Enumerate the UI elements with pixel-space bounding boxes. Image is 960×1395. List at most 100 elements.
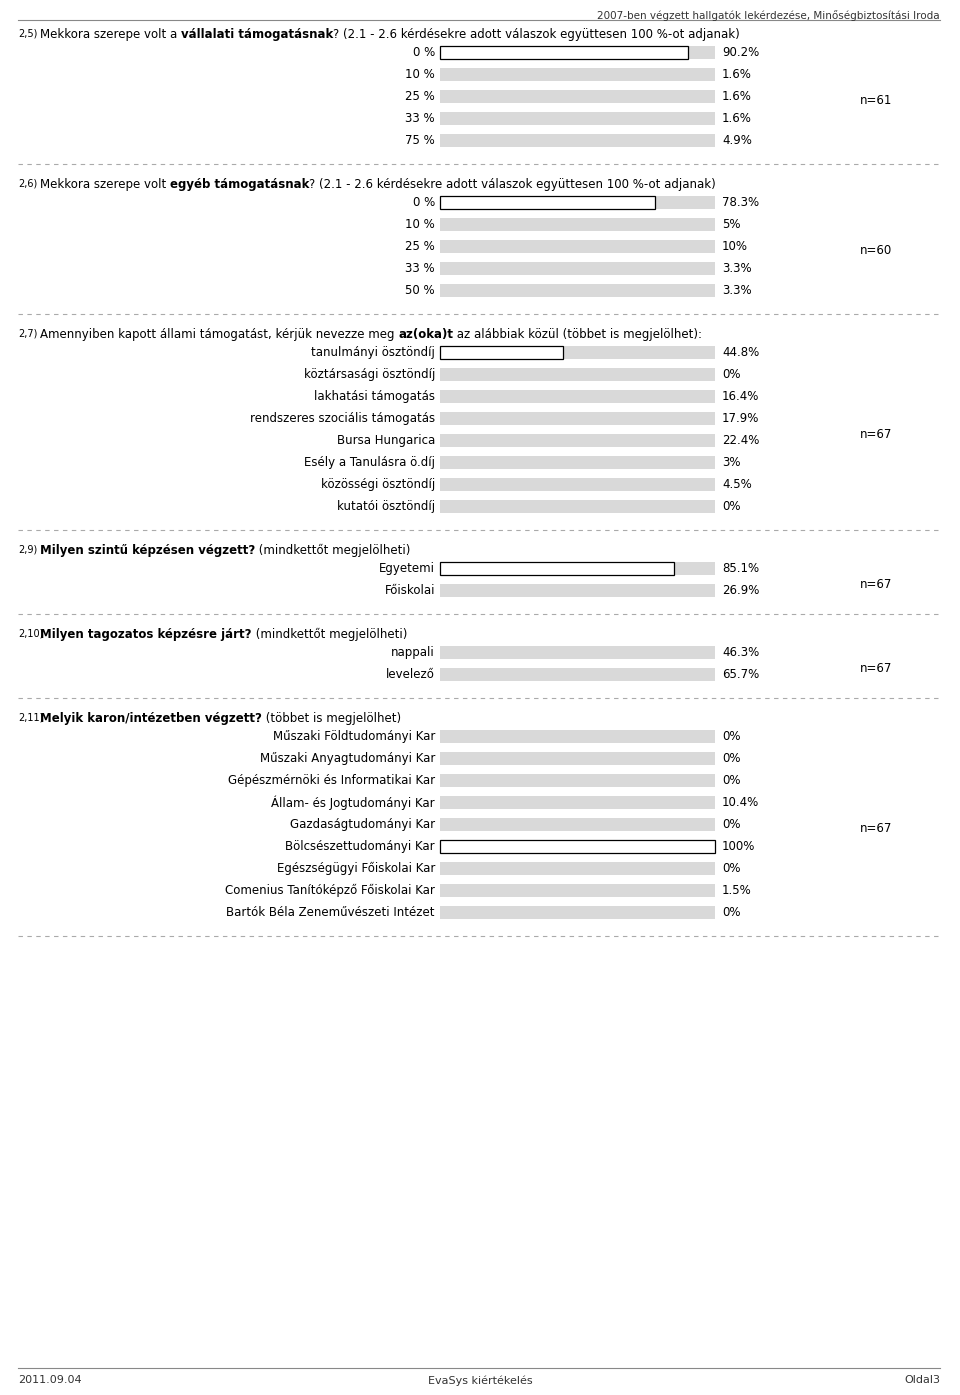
Bar [440,218,715,232]
Text: 78.3%: 78.3% [722,197,759,209]
Text: n=67: n=67 [860,578,893,590]
Text: 0%: 0% [722,499,740,513]
Text: 10.4%: 10.4% [722,797,759,809]
Bar [440,905,715,919]
Bar [440,391,715,403]
Bar [440,668,715,681]
Text: 10 %: 10 % [405,68,435,81]
Text: 2,7): 2,7) [18,329,37,339]
Bar [440,197,656,209]
Bar [440,884,715,897]
Text: nappali: nappali [392,646,435,658]
Bar [440,368,715,381]
Text: 0%: 0% [722,817,740,831]
Bar [440,197,715,209]
Text: 17.9%: 17.9% [722,412,759,425]
Bar [440,346,564,359]
Bar [440,434,715,446]
Text: 4.5%: 4.5% [722,478,752,491]
Text: Bölcsészettudományi Kar: Bölcsészettudományi Kar [285,840,435,852]
Text: 1.6%: 1.6% [722,68,752,81]
Text: Bartók Béla Zeneművészeti Intézet: Bartók Béla Zeneművészeti Intézet [227,905,435,919]
Text: Comenius Tanítóképző Főiskolai Kar: Comenius Tanítóképző Főiskolai Kar [226,884,435,897]
Text: 2,6): 2,6) [18,179,37,188]
Text: lakhatási támogatás: lakhatási támogatás [314,391,435,403]
Text: Milyen szintű képzésen végzett?: Milyen szintű képzésen végzett? [40,544,255,557]
Text: (mindkettőt megjelölheti): (mindkettőt megjelölheti) [255,544,411,557]
Bar [440,840,715,852]
Bar [440,46,688,59]
Bar [440,840,715,852]
Text: 50 %: 50 % [405,285,435,297]
Bar [440,752,715,764]
Text: 10 %: 10 % [405,218,435,232]
Text: levelező: levelező [386,668,435,681]
Text: n=67: n=67 [860,661,893,675]
Bar [440,562,715,575]
Text: 0 %: 0 % [413,197,435,209]
Text: 90.2%: 90.2% [722,46,759,59]
Text: 25 %: 25 % [405,240,435,252]
Text: 33 %: 33 % [405,262,435,275]
Bar [440,46,715,59]
Bar [440,68,715,81]
Bar [440,499,715,513]
Text: 0%: 0% [722,862,740,875]
Text: Gazdaságtudományi Kar: Gazdaságtudományi Kar [290,817,435,831]
Text: 100%: 100% [722,840,756,852]
Text: 2007-ben végzett hallgatók lekérdezése, Minőségbiztosítási Iroda: 2007-ben végzett hallgatók lekérdezése, … [597,10,940,21]
Text: Amennyiben kapott állami támogatást, kérjük nevezze meg: Amennyiben kapott állami támogatást, kér… [40,328,398,340]
Text: rendszeres szociális támogatás: rendszeres szociális támogatás [250,412,435,425]
Text: 0%: 0% [722,730,740,744]
Bar [440,456,715,469]
Text: 33 %: 33 % [405,112,435,126]
Text: n=67: n=67 [860,823,893,836]
Text: Gépészmérnöki és Informatikai Kar: Gépészmérnöki és Informatikai Kar [228,774,435,787]
Text: tanulmányi ösztöndíj: tanulmányi ösztöndíj [311,346,435,359]
Text: n=61: n=61 [860,95,893,107]
Bar [440,774,715,787]
Text: 65.7%: 65.7% [722,668,759,681]
Text: EvaSys kiértékelés: EvaSys kiértékelés [428,1375,532,1385]
Text: 85.1%: 85.1% [722,562,759,575]
Text: Esély a Tanulásra ö.díj: Esély a Tanulásra ö.díj [304,456,435,469]
Text: n=60: n=60 [860,244,892,258]
Text: 3%: 3% [722,456,740,469]
Text: vállalati támogatásnak: vállalati támogatásnak [181,28,333,40]
Text: 2,11): 2,11) [18,713,43,723]
Bar [440,240,715,252]
Text: egyéb támogatásnak: egyéb támogatásnak [170,179,309,191]
Bar [440,797,715,809]
Text: 3.3%: 3.3% [722,285,752,297]
Text: 1.6%: 1.6% [722,91,752,103]
Text: 44.8%: 44.8% [722,346,759,359]
Text: 22.4%: 22.4% [722,434,759,446]
Bar [440,112,715,126]
Text: közösségi ösztöndíj: közösségi ösztöndíj [321,478,435,491]
Text: (mindkettőt megjelölheti): (mindkettőt megjelölheti) [252,628,407,642]
Text: 0%: 0% [722,774,740,787]
Text: Egészségügyi Főiskolai Kar: Egészségügyi Főiskolai Kar [276,862,435,875]
Text: Egyetemi: Egyetemi [379,562,435,575]
Bar [440,134,715,146]
Text: az(oka)t: az(oka)t [398,328,453,340]
Bar [440,91,715,103]
Bar [440,562,674,575]
Text: 2,10): 2,10) [18,629,43,639]
Text: 10%: 10% [722,240,748,252]
Bar [440,346,715,359]
Text: köztársasági ösztöndíj: köztársasági ösztöndíj [303,368,435,381]
Bar [440,478,715,491]
Bar [440,585,715,597]
Text: 4.9%: 4.9% [722,134,752,146]
Text: az alábbiak közül (többet is megjelölhet):: az alábbiak közül (többet is megjelölhet… [453,328,703,340]
Bar [440,412,715,425]
Text: Bursa Hungarica: Bursa Hungarica [337,434,435,446]
Text: Mekkora szerepe volt: Mekkora szerepe volt [40,179,170,191]
Text: 0%: 0% [722,752,740,764]
Text: Oldal3: Oldal3 [904,1375,940,1385]
Bar [440,262,715,275]
Text: 25 %: 25 % [405,91,435,103]
Text: 2011.09.04: 2011.09.04 [18,1375,82,1385]
Text: 2,5): 2,5) [18,29,37,39]
